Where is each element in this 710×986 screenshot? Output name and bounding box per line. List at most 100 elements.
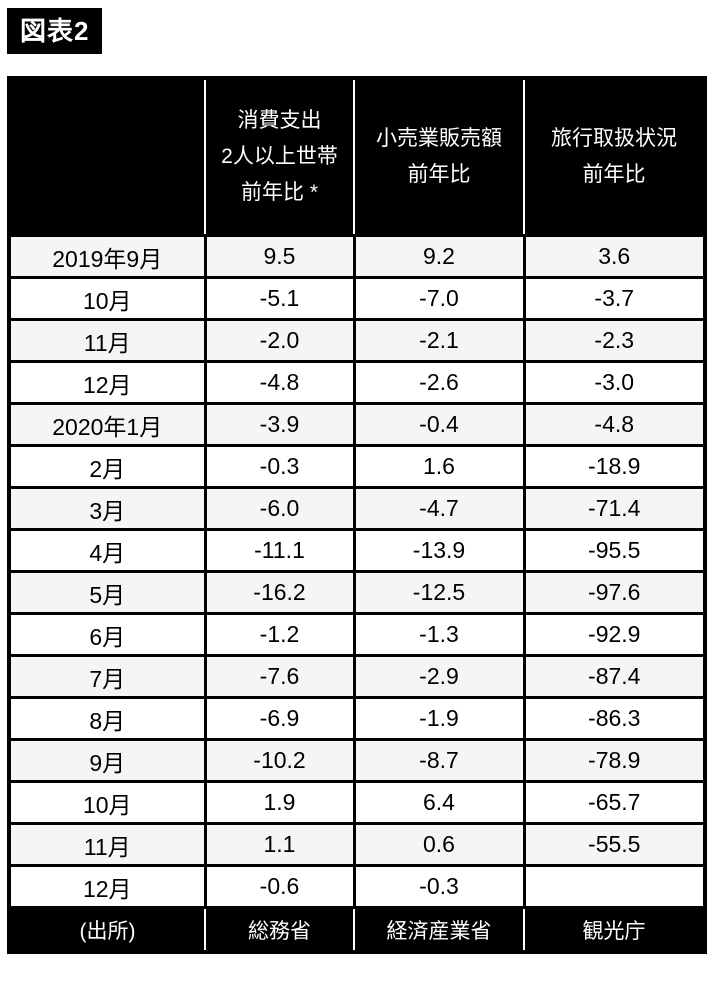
value-cell: -0.4 [352, 402, 526, 447]
month-cell: 5月 [7, 570, 207, 615]
month-cell: 2019年9月 [7, 234, 207, 279]
header-cell-month [9, 78, 205, 236]
month-cell: 8月 [7, 696, 207, 741]
value-cell: -8.7 [352, 738, 526, 783]
table-row: 9月 -10.2 -8.7 -78.9 [7, 738, 707, 783]
header-line: 2人以上世帯 [221, 145, 338, 169]
value-cell: -2.0 [203, 318, 356, 363]
value-cell: -1.3 [352, 612, 526, 657]
month-cell: 4月 [7, 528, 207, 573]
table-row: 4月 -11.1 -13.9 -95.5 [7, 528, 707, 573]
value-cell: -0.3 [203, 444, 356, 489]
table-row: 10月 1.9 6.4 -65.7 [7, 780, 707, 825]
value-cell: -86.3 [522, 696, 707, 741]
month-cell: 7月 [7, 654, 207, 699]
value-cell: 1.6 [352, 444, 526, 489]
value-cell: -13.9 [352, 528, 526, 573]
data-table: 消費支出 2人以上世帯 前年比 * 小売業販売額 前年比 旅行取扱状況 前年比 2019年9… [7, 76, 707, 954]
header-line: 前年比 [582, 163, 646, 186]
value-cell: -87.4 [522, 654, 707, 699]
value-cell: 9.2 [352, 234, 526, 279]
table-row: 11月 -2.0 -2.1 -2.3 [7, 318, 707, 363]
value-cell: -7.0 [352, 276, 526, 321]
source-cell: 経済産業省 [353, 907, 524, 952]
value-cell: -97.6 [522, 570, 707, 615]
value-cell: -3.9 [203, 402, 356, 447]
header-line: 旅行取扱状況 [551, 127, 677, 151]
value-cell: -92.9 [522, 612, 707, 657]
value-cell: 1.9 [203, 780, 356, 825]
month-cell: 12月 [7, 864, 207, 909]
value-cell: -2.6 [352, 360, 526, 405]
table-row: 10月 -5.1 -7.0 -3.7 [7, 276, 707, 321]
table-row: 2020年1月 -3.9 -0.4 -4.8 [7, 402, 707, 447]
table-row: 5月 -16.2 -12.5 -97.6 [7, 570, 707, 615]
value-cell: 9.5 [203, 234, 356, 279]
table-row: 12月 -4.8 -2.6 -3.0 [7, 360, 707, 405]
value-cell: 1.1 [203, 822, 356, 867]
header-cell: 旅行取扱状況 前年比 [523, 78, 705, 236]
header-line: 前年比 * [240, 180, 318, 204]
header-line: 小売業販売額 [376, 127, 502, 151]
value-cell: -16.2 [203, 570, 356, 615]
value-cell: -55.5 [522, 822, 707, 867]
value-cell: -12.5 [352, 570, 526, 615]
value-cell: -2.9 [352, 654, 526, 699]
month-cell: 10月 [7, 276, 207, 321]
month-cell: 2020年1月 [7, 402, 207, 447]
value-cell: -0.3 [352, 864, 526, 909]
value-cell: 3.6 [522, 234, 707, 279]
value-cell: -4.8 [203, 360, 356, 405]
value-cell: -1.9 [352, 696, 526, 741]
value-cell: -6.0 [203, 486, 356, 531]
value-cell: -7.6 [203, 654, 356, 699]
month-cell: 11月 [7, 822, 207, 867]
value-cell: -2.3 [522, 318, 707, 363]
value-cell: -2.1 [352, 318, 526, 363]
table-row: 12月 -0.6 -0.3 [7, 864, 707, 909]
value-cell [522, 864, 707, 909]
source-cell: 総務省 [204, 907, 354, 952]
header-line: 消費支出 [237, 109, 322, 133]
table-row: 2月 -0.3 1.6 -18.9 [7, 444, 707, 489]
figure-title: 図表2 [7, 8, 103, 54]
value-cell: -6.9 [203, 696, 356, 741]
table-row: 7月 -7.6 -2.9 -87.4 [7, 654, 707, 699]
table-row: 3月 -6.0 -4.7 -71.4 [7, 486, 707, 531]
month-cell: 6月 [7, 612, 207, 657]
header-line: 前年比 [407, 163, 471, 186]
value-cell: 0.6 [352, 822, 526, 867]
table-header-row: 消費支出 2人以上世帯 前年比 * 小売業販売額 前年比 旅行取扱状況 前年比 [9, 78, 705, 236]
value-cell: -11.1 [203, 528, 356, 573]
value-cell: -3.0 [522, 360, 707, 405]
table-row: 11月 1.1 0.6 -55.5 [7, 822, 707, 867]
source-cell: 観光庁 [523, 907, 705, 952]
table-row: 2019年9月 9.5 9.2 3.6 [7, 234, 707, 279]
table-row: 6月 -1.2 -1.3 -92.9 [7, 612, 707, 657]
value-cell: -71.4 [522, 486, 707, 531]
value-cell: 6.4 [352, 780, 526, 825]
value-cell: -65.7 [522, 780, 707, 825]
value-cell: -5.1 [203, 276, 356, 321]
table-header: 消費支出 2人以上世帯 前年比 * 小売業販売額 前年比 旅行取扱状況 前年比 [9, 78, 705, 236]
value-cell: -4.8 [522, 402, 707, 447]
month-cell: 2月 [7, 444, 207, 489]
source-row: (出所) 総務省 経済産業省 観光庁 [9, 907, 705, 952]
table-row: 8月 -6.9 -1.9 -86.3 [7, 696, 707, 741]
value-cell: -1.2 [203, 612, 356, 657]
value-cell: -10.2 [203, 738, 356, 783]
value-cell: -95.5 [522, 528, 707, 573]
source-label-cell: (出所) [9, 907, 205, 952]
month-cell: 9月 [7, 738, 207, 783]
value-cell: -3.7 [522, 276, 707, 321]
header-cell: 小売業販売額 前年比 [353, 78, 524, 236]
value-cell: -18.9 [522, 444, 707, 489]
month-cell: 11月 [7, 318, 207, 363]
month-cell: 10月 [7, 780, 207, 825]
month-cell: 12月 [7, 360, 207, 405]
month-cell: 3月 [7, 486, 207, 531]
header-cell: 消費支出 2人以上世帯 前年比 * [204, 78, 354, 236]
value-cell: -78.9 [522, 738, 707, 783]
table-footer: (出所) 総務省 経済産業省 観光庁 [9, 907, 705, 952]
